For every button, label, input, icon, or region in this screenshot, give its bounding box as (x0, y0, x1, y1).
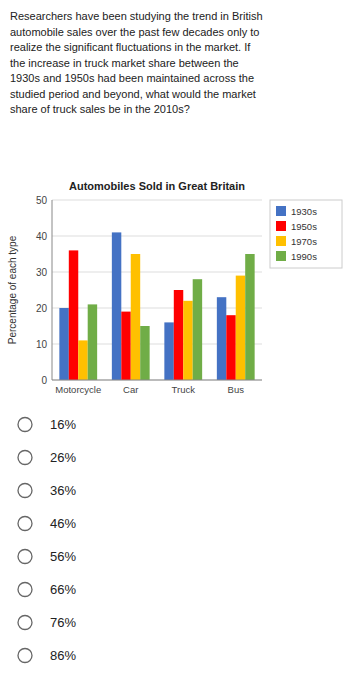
y-tick-label: 40 (36, 231, 48, 242)
question-line: Researchers have been studying the trend… (10, 10, 263, 22)
bar (131, 254, 140, 380)
choice-text: 16% (50, 417, 76, 432)
y-tick-label: 20 (36, 303, 48, 314)
bar (217, 297, 226, 380)
page-root: Researchers have been studying the trend… (0, 0, 350, 680)
choice-radio (18, 649, 32, 663)
choice-radio (18, 583, 32, 597)
bar (236, 276, 245, 380)
x-tick-label: Truck (172, 384, 196, 395)
question-line: share of truck sales be in the 2010s? (10, 103, 190, 115)
bar (174, 290, 183, 380)
bar (164, 322, 173, 380)
choice-text: 46% (50, 516, 76, 531)
bar (112, 232, 121, 380)
choice-text: 76% (50, 615, 76, 630)
x-tick-label: Bus (228, 384, 245, 395)
question-line: realize the significant fluctuations in … (10, 41, 251, 53)
choice-radio (18, 484, 32, 498)
choice-radio (18, 418, 32, 432)
choice-text: 66% (50, 582, 76, 597)
bar (226, 315, 235, 380)
choice-radio (18, 451, 32, 465)
choice-radio (18, 616, 32, 630)
chart-title: Automobiles Sold in Great Britain (69, 180, 245, 192)
legend-swatch (276, 221, 286, 231)
grid-line (52, 200, 262, 201)
y-axis-label: Percentage of each type (7, 235, 18, 344)
question-text: Researchers have been studying the trend… (10, 10, 263, 115)
x-axis-line (52, 380, 262, 381)
y-axis-line (52, 200, 53, 380)
legend: 1930s 1950s 1970s 1990s (270, 200, 342, 268)
legend-swatch (276, 236, 286, 246)
question-line: 1930s and 1950s had been maintained acro… (10, 72, 254, 84)
x-tick-label: Motorcycle (55, 384, 101, 395)
grid-line (52, 308, 262, 309)
grid-line (52, 380, 262, 381)
legend-label: 1950s (291, 221, 317, 232)
x-tick-label: Car (123, 384, 138, 395)
choice-text: 26% (50, 450, 76, 465)
legend-swatch (276, 251, 286, 261)
choice-text: 86% (50, 648, 76, 663)
bar (183, 301, 192, 380)
grid-line (52, 272, 262, 273)
bars (59, 232, 254, 380)
y-tick-label: 10 (36, 339, 48, 350)
choice-text: 56% (50, 549, 76, 564)
bar (78, 340, 87, 380)
bar (88, 304, 97, 380)
choice-radio (18, 517, 32, 531)
question-line: the increase in truck market share betwe… (10, 57, 239, 69)
y-tick-label: 30 (36, 267, 48, 278)
choice-text: 36% (50, 483, 76, 498)
bar (59, 308, 68, 380)
legend-label: 1970s (291, 236, 317, 247)
question-line: studied period and beyond, what would th… (10, 88, 256, 100)
choice-radio (18, 550, 32, 564)
question-line: automobile sales over the past few decad… (10, 26, 259, 38)
legend-label: 1990s (291, 251, 317, 262)
bar (121, 312, 130, 380)
bar (245, 254, 254, 380)
bar (193, 279, 202, 380)
bar (69, 250, 78, 380)
chart: Automobiles Sold in Great Britain 0 10 20 30… (7, 180, 342, 395)
page-canvas: Researchers have been studying the trend… (0, 0, 350, 680)
legend-swatch (276, 206, 286, 216)
y-tick-label: 50 (36, 195, 48, 206)
y-tick-label: 0 (41, 375, 47, 386)
bar (140, 326, 149, 380)
legend-label: 1930s (291, 206, 317, 217)
grid-line (52, 236, 262, 237)
legend-frame (270, 200, 342, 268)
